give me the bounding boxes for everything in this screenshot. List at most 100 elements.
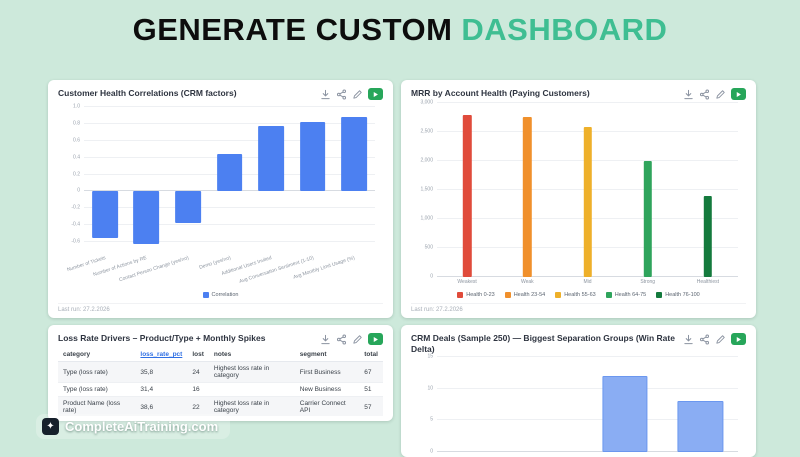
- bar: [602, 376, 648, 452]
- edit-icon[interactable]: [352, 89, 363, 100]
- bar: [523, 116, 532, 277]
- y-tick-label: 1.0: [73, 103, 80, 110]
- x-axis-labels: Number of Tickets Number of Actions by RE…: [66, 252, 375, 288]
- y-tick-label: -0.4: [71, 221, 80, 228]
- table-row: Product Name (loss rate) 38,6 22 Highest lo…: [58, 396, 383, 416]
- column-header-segment: segment: [294, 348, 360, 362]
- share-icon[interactable]: [699, 334, 710, 345]
- table-cell: Highest loss rate in category: [208, 361, 295, 383]
- bar: [258, 125, 284, 192]
- gridline: [84, 139, 375, 141]
- download-icon[interactable]: [683, 334, 694, 345]
- loss-rate-table: category loss_rate_pct lost notes segment tot…: [58, 348, 383, 416]
- y-tick-label: 5: [430, 416, 433, 423]
- run-button[interactable]: [368, 88, 383, 100]
- table-cell: Type (loss rate): [58, 361, 136, 383]
- chart-plot: 1.0 0.8 0.6 0.4 0.2 0 -0.2 -0.4 -0.6: [71, 103, 375, 252]
- card-customer-health-correlations: Customer Health Correlations (CRM factor…: [48, 80, 393, 318]
- run-button[interactable]: [731, 88, 746, 100]
- page-title: GENERATE CUSTOM DASHBOARD: [0, 12, 800, 48]
- chart-plot: 15 10 5 0: [427, 354, 738, 454]
- card-title: CRM Deals (Sample 250) — Biggest Separat…: [411, 333, 675, 354]
- download-icon[interactable]: [320, 89, 331, 100]
- sparkle-icon: ✦: [42, 418, 59, 435]
- share-icon[interactable]: [336, 89, 347, 100]
- y-tick-label: 0: [430, 448, 433, 455]
- y-tick-label: 1,500: [420, 186, 433, 193]
- y-tick-label: 2,500: [420, 128, 433, 135]
- share-icon[interactable]: [699, 89, 710, 100]
- card-actions: [320, 88, 383, 100]
- y-tick-label: 0.4: [73, 154, 80, 161]
- legend-item: Health 0-23: [457, 291, 495, 298]
- edit-icon[interactable]: [715, 334, 726, 345]
- chart-legend: Correlation: [58, 288, 383, 301]
- y-tick-label: 10: [427, 385, 433, 392]
- bar: [299, 122, 326, 192]
- edit-icon[interactable]: [715, 89, 726, 100]
- bar: [462, 114, 472, 277]
- gridline: [437, 387, 738, 389]
- x-axis-labels: Weakest Weak Mid Strong Healthiest: [437, 277, 738, 288]
- legend-swatch: [555, 291, 562, 298]
- card-mrr-by-account-health: MRR by Account Health (Paying Customers)…: [401, 80, 756, 318]
- download-icon[interactable]: [320, 334, 331, 345]
- card-header: CRM Deals (Sample 250) — Biggest Separat…: [411, 333, 746, 354]
- column-header-loss_rate_pct[interactable]: loss_rate_pct: [135, 348, 188, 362]
- bar: [133, 191, 160, 244]
- y-tick-label: 2,000: [420, 157, 433, 164]
- bar: [216, 153, 243, 192]
- legend-swatch: [656, 291, 663, 298]
- card-loss-rate-drivers: Loss Rate Drivers – Product/Type + Month…: [48, 325, 393, 421]
- brand-badge[interactable]: ✦ CompleteAiTraining.com: [36, 414, 231, 439]
- chart-legend: Health 0-23 Health 23-54 Health 55-63 Healt…: [411, 288, 746, 301]
- legend-label: Health 76-100: [665, 291, 700, 298]
- y-tick-label: -0.6: [71, 238, 80, 245]
- bar: [341, 117, 368, 192]
- run-button[interactable]: [731, 333, 746, 345]
- page-title-main: GENERATE CUSTOM: [132, 12, 453, 47]
- bar: [175, 191, 201, 224]
- legend-swatch: [457, 291, 464, 298]
- card-actions: [683, 88, 746, 100]
- run-button[interactable]: [368, 333, 383, 345]
- bar: [583, 127, 592, 277]
- loss-rate-table-container: category loss_rate_pct lost notes segment tot…: [58, 348, 383, 416]
- column-header-category: category: [58, 348, 136, 362]
- legend-label: Health 23-54: [513, 291, 546, 298]
- y-tick-label: 500: [424, 244, 433, 251]
- gridline: [84, 224, 375, 226]
- bar: [703, 195, 713, 277]
- bar: [643, 161, 652, 277]
- crm-deals-bar-chart: 15 10 5 0: [411, 354, 746, 454]
- legend-swatch: [504, 291, 511, 298]
- legend-label: Health 0-23: [466, 291, 495, 298]
- y-tick-label: 0: [77, 187, 80, 194]
- download-icon[interactable]: [683, 89, 694, 100]
- table-cell: Carrier Connect API: [294, 396, 360, 416]
- legend-item: Health 76-100: [656, 291, 700, 298]
- card-title: MRR by Account Health (Paying Customers): [411, 88, 590, 98]
- x-tick-label: Weakest: [457, 279, 477, 285]
- gridline: [437, 102, 738, 103]
- chart-plot: 3,000 2,500 2,000 1,500 1,000 500 0: [420, 100, 738, 279]
- y-tick-label: 0.2: [73, 171, 80, 178]
- share-icon[interactable]: [336, 334, 347, 345]
- gridline: [437, 419, 738, 421]
- correlation-bar-chart: 1.0 0.8 0.6 0.4 0.2 0 -0.2 -0.4 -0.6 Number of Ti…: [58, 103, 383, 301]
- column-header-lost: lost: [187, 348, 209, 362]
- card-header: MRR by Account Health (Paying Customers): [411, 88, 746, 100]
- edit-icon[interactable]: [352, 334, 363, 345]
- table-cell: [208, 382, 295, 397]
- legend-swatch: [605, 291, 612, 298]
- table-cell: 16: [187, 382, 209, 397]
- table-cell: Type (loss rate): [58, 382, 136, 397]
- table-cell: 67: [359, 361, 383, 383]
- column-header-notes: notes: [208, 348, 295, 362]
- card-actions: [683, 333, 746, 345]
- legend-item: Health 55-63: [555, 291, 596, 298]
- legend-swatch: [202, 291, 209, 298]
- legend-item: Health 23-54: [504, 291, 546, 298]
- legend-item: Correlation: [202, 291, 238, 298]
- x-tick-label: Mid: [583, 279, 592, 285]
